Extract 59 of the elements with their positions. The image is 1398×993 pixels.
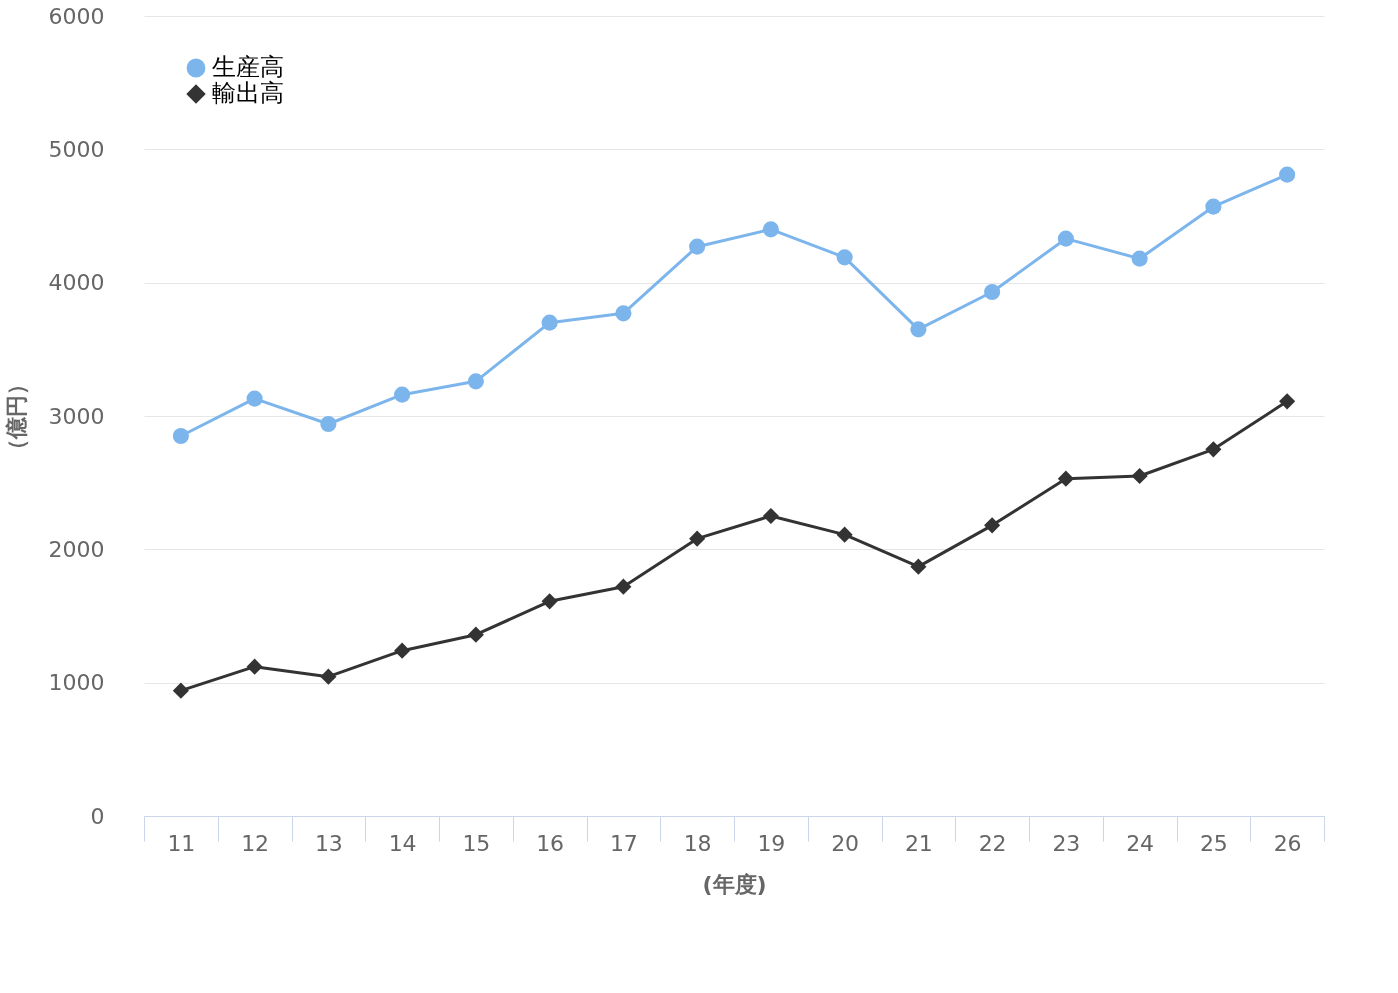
point bbox=[689, 530, 706, 547]
y-tick-label: 5000 bbox=[48, 136, 105, 162]
y-tick-label: 2000 bbox=[48, 536, 105, 562]
x-tick-label: 26 bbox=[1273, 830, 1302, 856]
point bbox=[467, 373, 484, 390]
point bbox=[394, 642, 411, 659]
x-tick-label: 19 bbox=[757, 830, 786, 856]
x-tick-label: 21 bbox=[904, 830, 933, 856]
point bbox=[910, 558, 927, 575]
point bbox=[1205, 198, 1222, 215]
x-tick-label: 11 bbox=[167, 830, 196, 856]
point bbox=[1131, 467, 1148, 485]
point bbox=[394, 386, 411, 403]
point bbox=[689, 238, 706, 255]
x-tick-label: 25 bbox=[1199, 830, 1228, 856]
x-tick-label: 15 bbox=[462, 830, 491, 856]
point bbox=[1057, 230, 1074, 247]
point bbox=[172, 682, 189, 699]
x-tick-label: 13 bbox=[314, 830, 343, 856]
point bbox=[246, 390, 263, 407]
point bbox=[467, 626, 484, 643]
x-tick-label: 22 bbox=[978, 830, 1007, 856]
point bbox=[541, 593, 558, 610]
x-tick-label: 20 bbox=[831, 830, 860, 856]
y-tick-label: 1000 bbox=[48, 670, 105, 696]
legend-label: 輸出高 bbox=[212, 79, 284, 107]
point bbox=[1057, 470, 1074, 487]
point bbox=[836, 249, 853, 266]
point bbox=[172, 427, 189, 445]
y-tick-label: 4000 bbox=[48, 270, 105, 296]
point bbox=[1131, 250, 1148, 267]
point bbox=[541, 314, 558, 331]
point bbox=[615, 305, 632, 322]
x-axis-title: (年度) bbox=[702, 871, 767, 897]
point bbox=[320, 415, 337, 433]
point bbox=[984, 283, 1001, 301]
point bbox=[1279, 166, 1296, 183]
x-tick-label: 16 bbox=[536, 830, 565, 856]
x-tick-label: 17 bbox=[609, 830, 638, 856]
point bbox=[615, 578, 632, 595]
x-tick-label: 24 bbox=[1126, 830, 1155, 856]
point bbox=[246, 658, 263, 675]
point bbox=[984, 517, 1001, 534]
y-tick-label: 6000 bbox=[48, 3, 105, 29]
y-tick-label: 0 bbox=[90, 803, 105, 829]
point bbox=[910, 321, 927, 338]
point bbox=[762, 507, 779, 525]
point bbox=[1279, 393, 1296, 410]
y-axis-title: （億円） bbox=[3, 372, 29, 461]
y-tick-label: 3000 bbox=[48, 403, 105, 429]
point bbox=[1205, 441, 1222, 458]
x-tick-label: 12 bbox=[241, 830, 270, 856]
legend-label: 生産高 bbox=[212, 53, 284, 81]
x-tick-label: 23 bbox=[1052, 830, 1081, 856]
x-tick-label: 18 bbox=[683, 830, 712, 856]
point bbox=[836, 526, 853, 543]
point bbox=[762, 221, 779, 238]
x-tick-label: 14 bbox=[388, 830, 417, 856]
point bbox=[320, 668, 337, 685]
